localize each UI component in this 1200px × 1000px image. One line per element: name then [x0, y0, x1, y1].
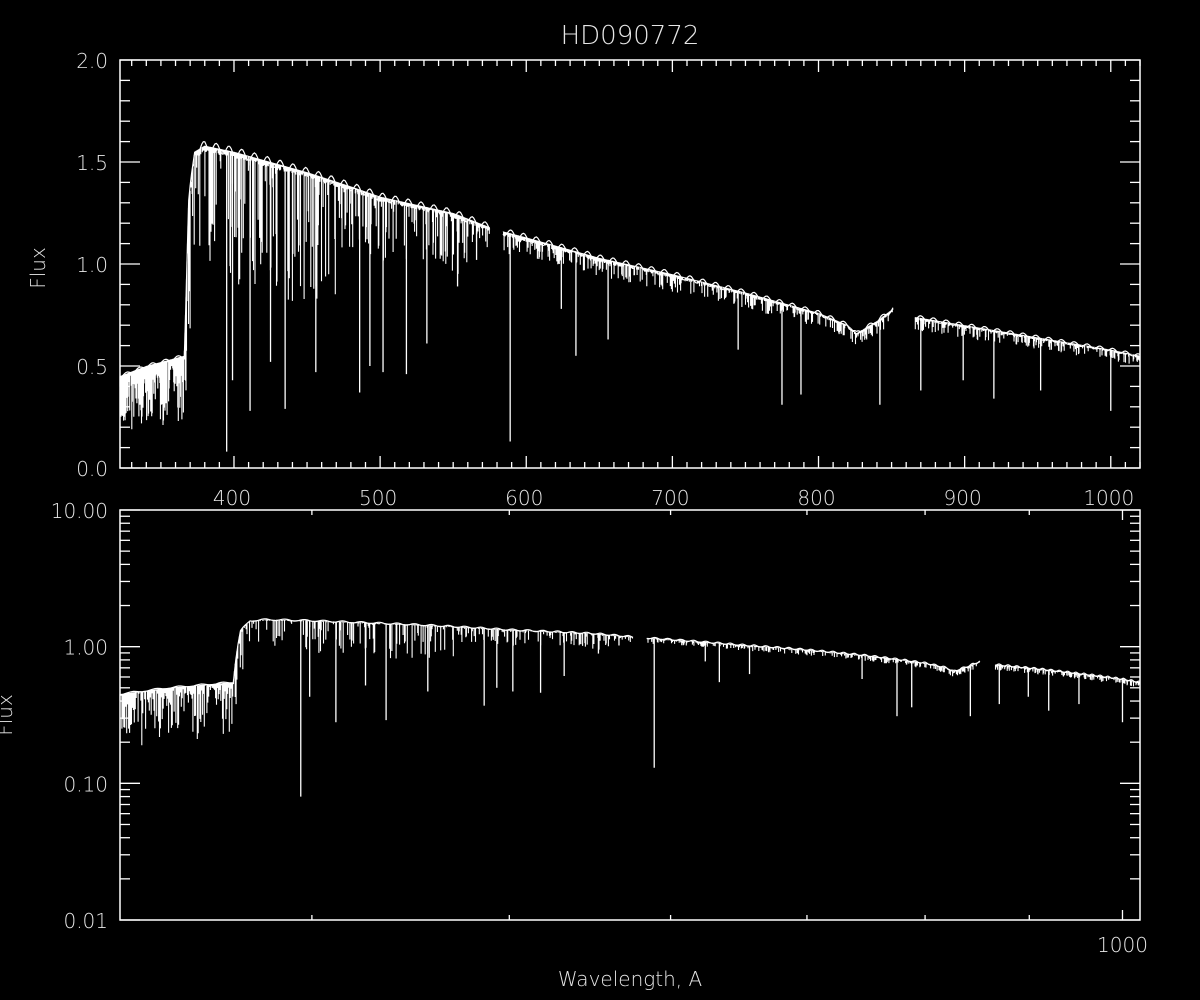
bottom-log-plot: 1000 0.01 0.10 1.00 10.00 Flux Wavelength, A — [0, 499, 1148, 991]
y-tick-label: 0.5 — [76, 355, 108, 379]
x-axis-label: Wavelength, A — [558, 967, 703, 991]
top-spectrum — [119, 141, 1141, 452]
x-tick-label: 400 — [213, 486, 251, 510]
bottom-plot-frame — [119, 509, 1141, 921]
top-axis-ticks: 400 500 600 700 800 900 1000 0.0 0.5 1.0 1.5 2.0 — [76, 49, 1141, 510]
x-tick-label: 600 — [505, 486, 543, 510]
y-tick-label: 2.0 — [76, 49, 108, 73]
x-tick-label: 1000 — [1097, 933, 1148, 957]
y-tick-label: 1.5 — [76, 151, 108, 175]
y-tick-label: 0.01 — [63, 909, 108, 933]
top-y-axis-label: Flux — [26, 247, 50, 289]
y-tick-label: 1.00 — [63, 636, 108, 660]
y-tick-label: 0.10 — [63, 772, 108, 796]
x-tick-label: 800 — [797, 486, 835, 510]
bottom-axis-ticks: 1000 0.01 0.10 1.00 10.00 — [51, 499, 1148, 957]
bottom-spectrum — [119, 618, 1141, 797]
chart-title: HD090772 — [561, 21, 700, 51]
x-tick-label: 900 — [944, 486, 982, 510]
y-tick-label: 1.0 — [76, 253, 108, 277]
top-linear-plot: 400 500 600 700 800 900 1000 0.0 0.5 1.0 1.5 2.0 Fl… — [26, 49, 1141, 510]
bottom-y-axis-label: Flux — [0, 694, 17, 736]
x-tick-label: 1000 — [1083, 486, 1134, 510]
y-tick-label: 0.0 — [76, 457, 108, 481]
x-tick-label: 700 — [651, 486, 689, 510]
x-tick-label: 500 — [359, 486, 397, 510]
y-tick-label: 10.00 — [51, 499, 108, 523]
